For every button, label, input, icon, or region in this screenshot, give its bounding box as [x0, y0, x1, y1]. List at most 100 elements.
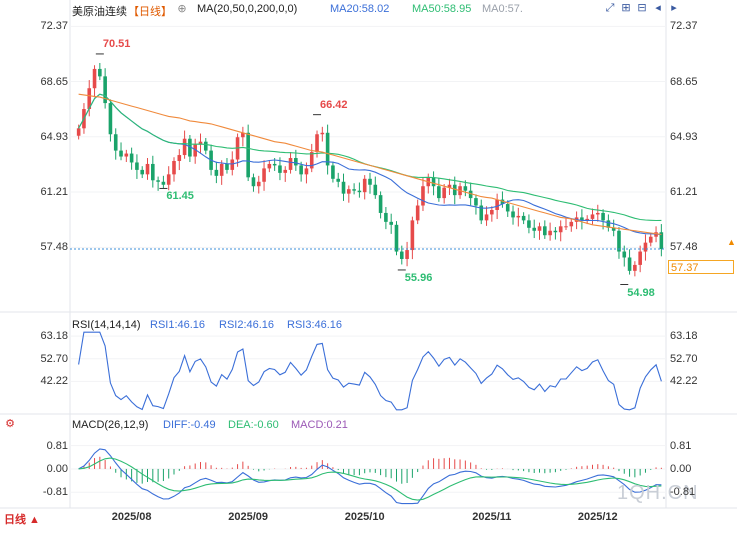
candle-body — [516, 215, 521, 218]
candle-body — [421, 186, 425, 206]
macd-tick-left: -0.81 — [42, 486, 68, 499]
candle-body — [331, 165, 335, 179]
candle-body — [622, 251, 627, 258]
macd-title: MACD(26,12,9) — [72, 419, 149, 431]
candle-body — [135, 162, 139, 170]
price-tick-left: 72.37 — [40, 20, 68, 33]
candle-body — [384, 212, 388, 222]
candle-body — [611, 227, 616, 231]
candle-body — [537, 226, 542, 231]
price-tick-right: 68.65 — [670, 75, 698, 88]
rsi-tick-right: 42.22 — [670, 375, 698, 388]
candle-body — [627, 257, 632, 271]
candle-body — [585, 218, 589, 221]
period-selector-button[interactable]: 日线 ▲ — [4, 514, 40, 526]
macd-tick-right: 0.00 — [670, 462, 692, 475]
fullscreen-icon[interactable]: ⤢ — [605, 2, 615, 14]
rsi-tick-left: 42.22 — [40, 375, 68, 388]
macd-bar-value: MACD:0.21 — [291, 419, 348, 431]
macd-dea-value: DEA:-0.60 — [228, 419, 279, 431]
candle-body — [145, 163, 150, 175]
candle-body — [648, 236, 653, 243]
period-label[interactable]: 【日线】 — [128, 6, 172, 18]
candle-body — [389, 221, 393, 225]
ma-params-label[interactable]: MA(20,50,0,200,0,0) — [197, 3, 298, 15]
candle-body — [442, 187, 446, 199]
rsi2-value: RSI2:46.16 — [219, 319, 275, 331]
candle-body — [617, 230, 621, 252]
candle-body — [357, 190, 362, 193]
time-axis-label: 2025/09 — [228, 511, 269, 523]
candle-body — [98, 68, 102, 77]
candle-body — [198, 141, 203, 145]
zoom-out-icon[interactable]: ⊟ — [637, 2, 647, 14]
candle-body — [580, 217, 584, 221]
watermark: 1QH.CN — [617, 482, 699, 504]
zoom-in-icon[interactable]: ⊞ — [621, 2, 631, 14]
candle-body — [278, 165, 282, 173]
candle-body — [193, 144, 197, 157]
candle-body — [373, 184, 378, 196]
high-annotation-label: 66.42 — [320, 98, 348, 111]
price-tick-left: 64.93 — [40, 130, 68, 143]
macd-tick-right: 0.81 — [670, 439, 692, 452]
ma50-value: MA50:58.95 — [412, 3, 472, 15]
candle-body — [151, 163, 155, 181]
candle-body — [76, 128, 81, 136]
candle-body — [230, 159, 235, 170]
macd-diff-value: DIFF:-0.49 — [163, 419, 216, 431]
candle-body — [156, 180, 160, 182]
candle-body — [283, 169, 288, 173]
last-price-tag: 57.37 — [668, 260, 734, 274]
ma200-line — [78, 93, 662, 236]
time-axis-label: 2025/12 — [577, 511, 618, 523]
candle-body — [484, 214, 489, 221]
scroll-right-icon[interactable]: ▸ — [671, 2, 677, 14]
candle-body — [543, 226, 547, 236]
symbol-title: 美原油连续 — [72, 6, 127, 18]
candle-body — [294, 158, 298, 166]
low-annotation-label: 61.45 — [166, 190, 194, 203]
candle-body — [431, 177, 436, 187]
price-tick-left: 57.48 — [40, 241, 68, 254]
candle-body — [595, 212, 600, 215]
candle-body — [241, 132, 245, 138]
candle-body — [272, 163, 277, 166]
rsi3-value: RSI3:46.16 — [287, 319, 343, 331]
candle-body — [463, 186, 468, 191]
candle-body — [633, 264, 637, 271]
indicator-gear-icon[interactable]: ⚙ — [5, 418, 15, 430]
macd-tick-left: 0.81 — [46, 439, 68, 452]
candle-body — [103, 76, 107, 104]
candle-body — [527, 220, 531, 228]
candle-body — [172, 160, 176, 175]
rsi-tick-left: 63.18 — [40, 330, 68, 343]
candle-body — [336, 178, 341, 182]
settings-circle-icon[interactable]: ⊕ — [177, 3, 187, 15]
candle-body — [203, 141, 208, 151]
price-marker-icon: ▲ — [727, 237, 736, 248]
candle-body — [129, 153, 134, 163]
scroll-left-icon[interactable]: ◂ — [655, 2, 661, 14]
candle-body — [569, 221, 574, 227]
time-axis-label: 2025/08 — [111, 511, 152, 523]
candle-body — [166, 174, 171, 185]
price-tick-left: 68.65 — [40, 75, 68, 88]
candle-body — [399, 251, 404, 259]
candle-body — [219, 163, 224, 176]
candle-body — [654, 232, 658, 237]
candle-body — [177, 155, 182, 161]
candle-body — [347, 189, 351, 194]
candle-body — [511, 211, 515, 218]
candle-body — [108, 103, 113, 135]
candle-body — [410, 220, 415, 251]
candle-body — [256, 181, 261, 187]
candle-body — [415, 205, 420, 221]
macd-tick-left: 0.00 — [46, 462, 68, 475]
candle-body — [500, 199, 505, 205]
rsi-tick-left: 52.70 — [40, 352, 68, 365]
candle-body — [521, 215, 526, 221]
candle-body — [119, 150, 123, 157]
price-tick-right: 61.21 — [670, 186, 698, 198]
candle-body — [225, 163, 229, 170]
